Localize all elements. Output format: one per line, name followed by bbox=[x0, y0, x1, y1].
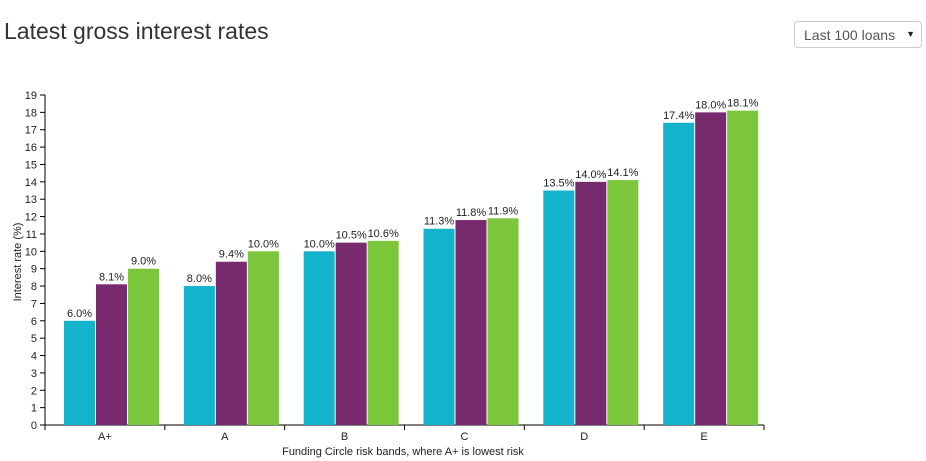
bar bbox=[607, 180, 639, 425]
data-label: 18.1% bbox=[727, 98, 758, 110]
y-tick-label: 18 bbox=[25, 107, 37, 119]
bar bbox=[663, 122, 695, 425]
bar bbox=[423, 228, 455, 425]
y-tick-label: 14 bbox=[25, 177, 37, 189]
data-label: 14.0% bbox=[575, 169, 606, 181]
y-tick-label: 3 bbox=[31, 368, 37, 380]
bar bbox=[487, 218, 519, 425]
bar bbox=[128, 268, 159, 425]
x-axis: A+ A B C D E bbox=[44, 424, 765, 443]
data-label: 18.0% bbox=[695, 99, 726, 111]
x-tick-label: E bbox=[700, 431, 707, 443]
x-tick-label: C bbox=[460, 431, 468, 443]
bar bbox=[247, 251, 279, 425]
bar bbox=[367, 240, 399, 425]
y-tick-label: 17 bbox=[25, 125, 37, 137]
data-label: 6.0% bbox=[67, 308, 92, 320]
data-label: 11.3% bbox=[424, 216, 455, 228]
page-title: Latest gross interest rates bbox=[4, 18, 269, 44]
y-tick-label: 15 bbox=[25, 159, 37, 171]
y-tick-label: 5 bbox=[31, 333, 37, 345]
bars bbox=[64, 110, 759, 426]
y-tick-label: 10 bbox=[25, 246, 37, 258]
y-tick-label: 9 bbox=[31, 264, 37, 276]
bar bbox=[543, 190, 575, 425]
caret-down-icon: ▼ bbox=[906, 29, 915, 39]
bar bbox=[695, 112, 727, 426]
bar bbox=[183, 286, 215, 425]
x-tick-label: B bbox=[341, 431, 348, 443]
data-label: 17.4% bbox=[663, 110, 694, 122]
data-label: 10.6% bbox=[368, 228, 399, 240]
data-label: 11.8% bbox=[456, 207, 487, 219]
data-label: 10.0% bbox=[248, 238, 279, 250]
y-tick-label: 16 bbox=[25, 142, 37, 154]
data-label: 10.0% bbox=[304, 238, 335, 250]
y-tick-label: 4 bbox=[31, 351, 37, 363]
y-tick-label: 11 bbox=[26, 229, 37, 241]
data-label: 10.5% bbox=[336, 230, 367, 242]
data-label: 9.4% bbox=[219, 249, 244, 261]
period-select[interactable]: Last 100 loans ▼ bbox=[794, 21, 922, 48]
y-tick-label: 6 bbox=[31, 316, 37, 328]
bar bbox=[303, 251, 335, 425]
y-tick-label: 1 bbox=[31, 403, 37, 415]
data-label: 14.1% bbox=[607, 167, 638, 179]
x-tick-label: D bbox=[580, 431, 588, 443]
data-labels: 6.0%8.1%9.0%8.0%9.4%10.0% 10.0%10.5% 10.6%… bbox=[67, 98, 759, 320]
y-tick-label: 0 bbox=[31, 420, 37, 432]
y-tick-label: 12 bbox=[25, 212, 37, 224]
bar bbox=[455, 220, 487, 425]
y-tick-label: 19 bbox=[25, 90, 37, 102]
period-select-value: Last 100 loans bbox=[804, 26, 896, 43]
y-tick-label: 13 bbox=[25, 194, 37, 206]
data-label: 8.1% bbox=[99, 271, 124, 283]
data-label: 8.0% bbox=[187, 273, 212, 285]
y-axis-title: Interest rate (%) bbox=[12, 223, 24, 302]
y-tick-label: 7 bbox=[31, 298, 37, 310]
data-label: 11.9% bbox=[488, 205, 519, 217]
x-tick-label: A bbox=[221, 431, 229, 443]
x-tick-label: A+ bbox=[98, 431, 112, 443]
bar bbox=[575, 181, 607, 425]
data-label: 9.0% bbox=[131, 256, 156, 268]
y-tick-label: 8 bbox=[31, 281, 37, 293]
bar bbox=[64, 320, 95, 425]
y-tick-label: 2 bbox=[31, 385, 37, 397]
x-axis-title: Funding Circle risk bands, where A+ is l… bbox=[282, 446, 524, 458]
bar bbox=[215, 261, 247, 425]
data-label: 13.5% bbox=[543, 178, 574, 190]
bar bbox=[96, 284, 127, 425]
bar bbox=[335, 242, 367, 425]
bar bbox=[727, 110, 759, 425]
